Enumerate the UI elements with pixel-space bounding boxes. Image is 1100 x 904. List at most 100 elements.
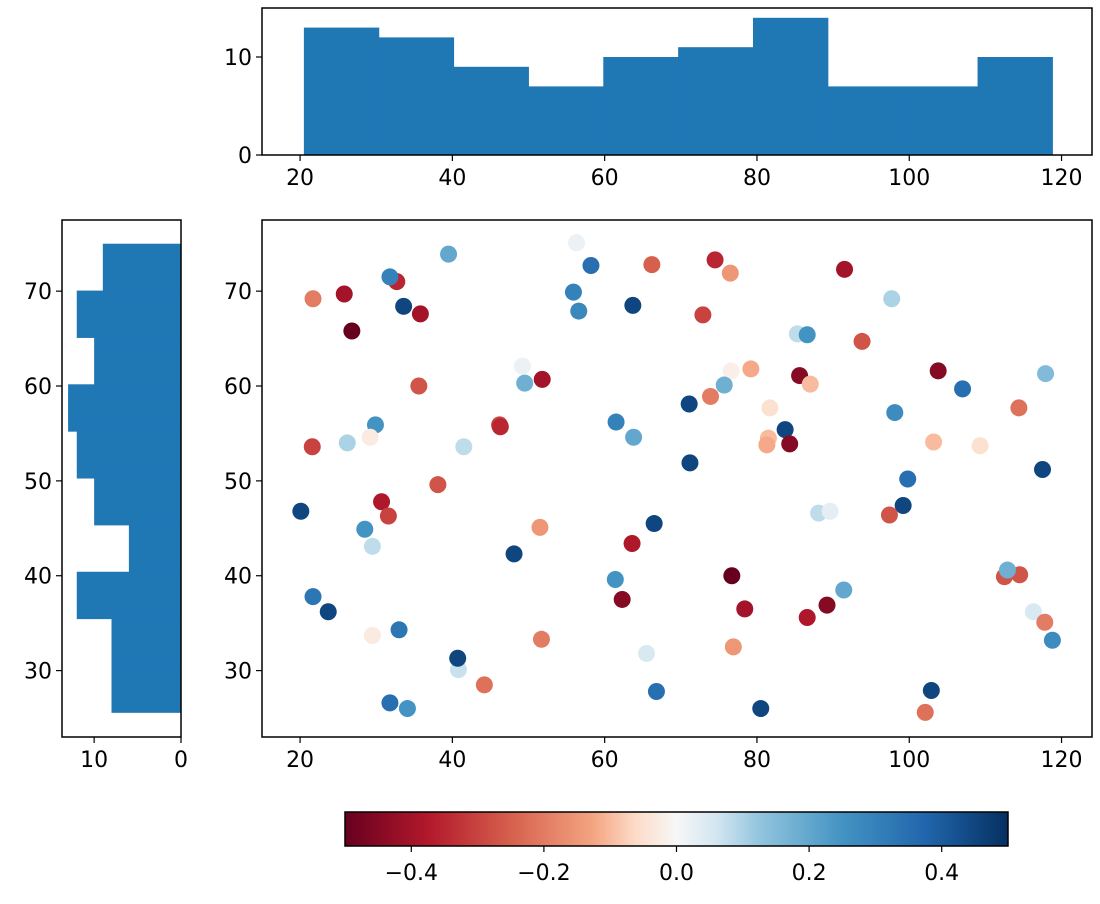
- scatter-point: [303, 438, 321, 456]
- scatter-point: [567, 234, 585, 252]
- scatter-point: [411, 305, 429, 323]
- histogram-bar: [977, 57, 1053, 155]
- y-tick-label: 70: [224, 280, 252, 305]
- x-tick-label: 40: [438, 748, 466, 773]
- scatter-point: [798, 326, 816, 344]
- scatter-point: [390, 621, 408, 639]
- colorbar-tick-label: −0.4: [385, 861, 438, 886]
- scatter-point: [513, 357, 531, 375]
- left-histogram: 10 0 30 40 50 60 70: [24, 219, 188, 773]
- scatter-point: [736, 600, 754, 618]
- scatter-point: [373, 493, 391, 511]
- scatter-point: [916, 703, 934, 721]
- x-tick-label: 100: [888, 748, 930, 773]
- scatter-point: [798, 608, 816, 626]
- scatter-point: [758, 436, 776, 454]
- scatter-point: [781, 435, 799, 453]
- scatter-point: [381, 694, 399, 712]
- colorbar-tick-label: 0.0: [659, 861, 694, 886]
- scatter-point: [818, 596, 836, 614]
- scatter-point: [1043, 631, 1061, 649]
- scatter-point: [449, 649, 467, 667]
- scatter-point: [680, 395, 698, 413]
- histogram-bar: [111, 665, 181, 713]
- scatter-point: [381, 268, 399, 286]
- scatter-point: [883, 290, 901, 308]
- x-tick-label: 20: [286, 166, 314, 191]
- histogram-bar: [378, 37, 455, 155]
- scatter-point: [613, 590, 631, 608]
- scatter-point: [638, 645, 656, 663]
- scatter-point: [694, 306, 712, 324]
- scatter-point: [361, 428, 379, 446]
- histogram-bar: [76, 571, 181, 620]
- scatter-point: [752, 700, 770, 718]
- scatter-point: [363, 537, 381, 555]
- scatter-point: [625, 428, 643, 446]
- scatter-point: [894, 497, 912, 515]
- scatter-point: [338, 434, 356, 452]
- scatter-point: [516, 374, 534, 392]
- histogram-bar: [752, 17, 829, 155]
- x-tick-label: 80: [743, 166, 771, 191]
- histogram-bar: [453, 66, 529, 155]
- x-tick-label: 100: [888, 166, 930, 191]
- histogram-bar: [94, 337, 181, 385]
- scatter-point: [623, 534, 641, 552]
- scatter-point: [363, 626, 381, 644]
- scatter-point: [292, 502, 310, 520]
- scatter-point: [742, 360, 760, 378]
- scatter-point: [570, 302, 588, 320]
- scatter-point: [335, 285, 353, 303]
- y-tick-label: 0: [238, 144, 252, 169]
- colorbar-tick-label: 0.4: [924, 861, 959, 886]
- y-tick-label: 30: [224, 660, 252, 685]
- histogram-bar: [111, 618, 181, 666]
- histogram-bar: [827, 86, 904, 155]
- scatter-point: [647, 682, 665, 700]
- scatter-point: [533, 370, 551, 388]
- left-histogram-frame: [61, 219, 182, 738]
- scatter-point: [379, 507, 397, 525]
- scatter-point: [532, 630, 550, 648]
- scatter-point: [607, 413, 625, 431]
- scatter-point: [491, 418, 509, 436]
- histogram-bar: [303, 27, 380, 156]
- scatter-point: [343, 322, 361, 340]
- scatter-point: [835, 581, 853, 599]
- scatter-point: [1034, 460, 1052, 478]
- scatter-point: [304, 290, 322, 308]
- y-tick-label: 60: [24, 375, 52, 400]
- scatter-point: [319, 603, 337, 621]
- scatter-point: [643, 256, 661, 274]
- scatter-point: [606, 571, 624, 589]
- top-histogram-frame: [261, 7, 1093, 156]
- colorbar-tick-label: 0.2: [792, 861, 827, 886]
- scatter-point: [702, 387, 720, 405]
- scatter-point: [1037, 365, 1055, 383]
- scatter-point: [722, 362, 740, 380]
- scatter-point: [531, 518, 549, 536]
- x-tick-label: 20: [286, 748, 314, 773]
- x-tick-label: 0: [174, 748, 188, 773]
- scatter-point: [475, 676, 493, 694]
- scatter-point: [925, 433, 943, 451]
- scatter-point: [929, 362, 947, 380]
- histogram-bar: [76, 290, 181, 338]
- scatter-point: [1010, 399, 1028, 417]
- top-histogram: 20 40 60 80 100 120 0 10: [224, 7, 1093, 191]
- histogram-bar: [902, 86, 979, 155]
- y-tick-label: 60: [224, 375, 252, 400]
- scatter-point: [429, 476, 447, 494]
- scatter-point: [624, 296, 642, 314]
- scatter-point: [954, 380, 972, 398]
- scatter-point: [1036, 613, 1054, 631]
- y-tick-label: 40: [24, 565, 52, 590]
- histogram-bar: [94, 478, 181, 526]
- scatter-point: [505, 545, 523, 563]
- scatter-point: [971, 437, 989, 455]
- scatter-point: [455, 438, 473, 456]
- scatter-point: [899, 470, 917, 488]
- histogram-bar: [102, 243, 181, 292]
